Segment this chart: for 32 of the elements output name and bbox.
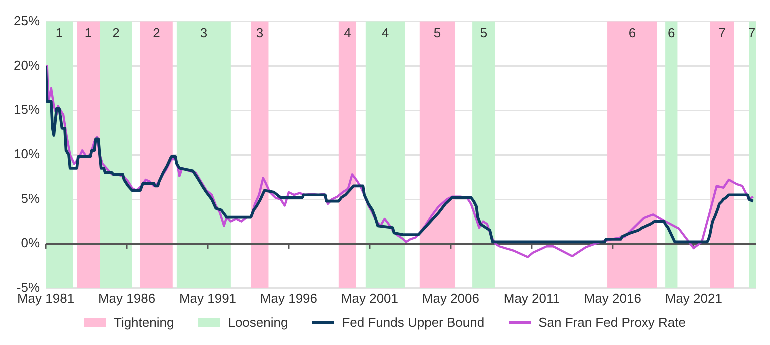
- band-label: 1: [84, 25, 92, 40]
- x-tick-label: May 2021: [665, 290, 722, 306]
- y-tick-label: 10%: [14, 146, 40, 162]
- band-label: 6: [628, 25, 636, 40]
- band-label: 5: [480, 25, 488, 40]
- x-tick-label: May 1996: [260, 290, 318, 306]
- band-label: 3: [200, 25, 208, 40]
- x-tick-label: May 1991: [179, 290, 237, 306]
- band-label: 2: [112, 25, 120, 40]
- band-label: 4: [344, 25, 352, 40]
- band-label: 7: [718, 25, 726, 40]
- x-tick-label: May 2001: [341, 290, 399, 306]
- text: Tightening: [114, 314, 174, 330]
- y-tick-label: 5%: [21, 191, 40, 206]
- text: Loosening: [228, 314, 288, 330]
- legend-label: Fed Funds Upper Bound: [342, 314, 485, 330]
- band-label: 2: [153, 25, 160, 40]
- x-tick-label: May 2016: [584, 290, 642, 306]
- band-label: 1: [56, 25, 64, 40]
- y-tick-label: 15%: [14, 102, 40, 118]
- band-label: 5: [434, 25, 442, 40]
- legend-label: San Fran Fed Proxy Rate: [538, 314, 686, 330]
- y-tick-label: 0%: [21, 236, 40, 251]
- band-label: 6: [668, 25, 676, 40]
- x-tick-label: May 1986: [98, 290, 156, 306]
- band-label: 3: [256, 25, 264, 40]
- y-tick-label: 20%: [14, 58, 40, 73]
- x-tick-label: May 2011: [504, 290, 560, 306]
- y-tick-label: 25%: [14, 13, 40, 28]
- band-label: 7: [748, 25, 756, 40]
- band-label: 4: [382, 25, 390, 40]
- x-tick-label: May 2006: [422, 290, 480, 306]
